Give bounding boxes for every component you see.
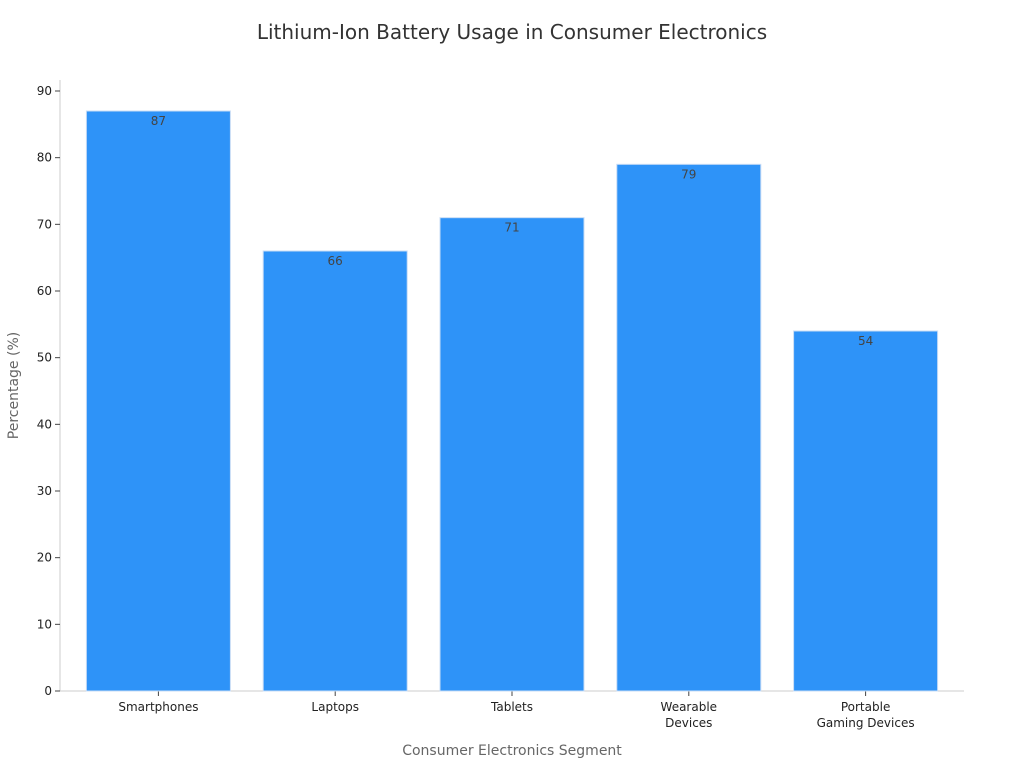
x-tick-label: Tablets [490, 700, 533, 714]
bar [85, 110, 231, 692]
y-tick-label: 20 [37, 551, 52, 565]
x-tick-label: Smartphones [118, 700, 198, 714]
bar [793, 330, 939, 692]
y-tick-label: 70 [37, 217, 52, 231]
bar [439, 217, 585, 692]
y-tick-label: 50 [37, 351, 52, 365]
x-axis-title: Consumer Electronics Segment [402, 743, 622, 759]
x-tick-label: Laptops [311, 700, 359, 714]
y-tick-label: 60 [37, 284, 52, 298]
y-tick-label: 90 [37, 84, 52, 98]
x-tick-label: Wearable Devices [661, 700, 718, 730]
y-tick-label: 10 [37, 617, 52, 631]
bar [616, 163, 762, 692]
bar-value-label: 71 [504, 221, 519, 235]
bar-value-label: 54 [858, 334, 873, 348]
chart-title: Lithium-Ion Battery Usage in Consumer El… [256, 20, 768, 44]
y-tick-label: 0 [44, 684, 52, 698]
bar [262, 250, 408, 692]
y-tick-label: 80 [37, 151, 52, 165]
data-labels: 87 66 71 79 54 [151, 114, 873, 348]
y-axis-title: Percentage (%) [6, 332, 22, 439]
bar-value-label: 79 [681, 167, 696, 181]
y-tick-label: 30 [37, 484, 52, 498]
y-axis: 0 10 20 30 40 50 60 70 80 90 [37, 80, 61, 698]
x-tick-label: Portable Gaming Devices [817, 700, 915, 730]
y-tick-label: 40 [37, 417, 52, 431]
bars [85, 110, 939, 692]
x-axis: Smartphones Laptops Tablets Wearable Devices… [60, 690, 964, 730]
bar-value-label: 87 [151, 114, 166, 128]
bar-value-label: 66 [328, 254, 343, 268]
